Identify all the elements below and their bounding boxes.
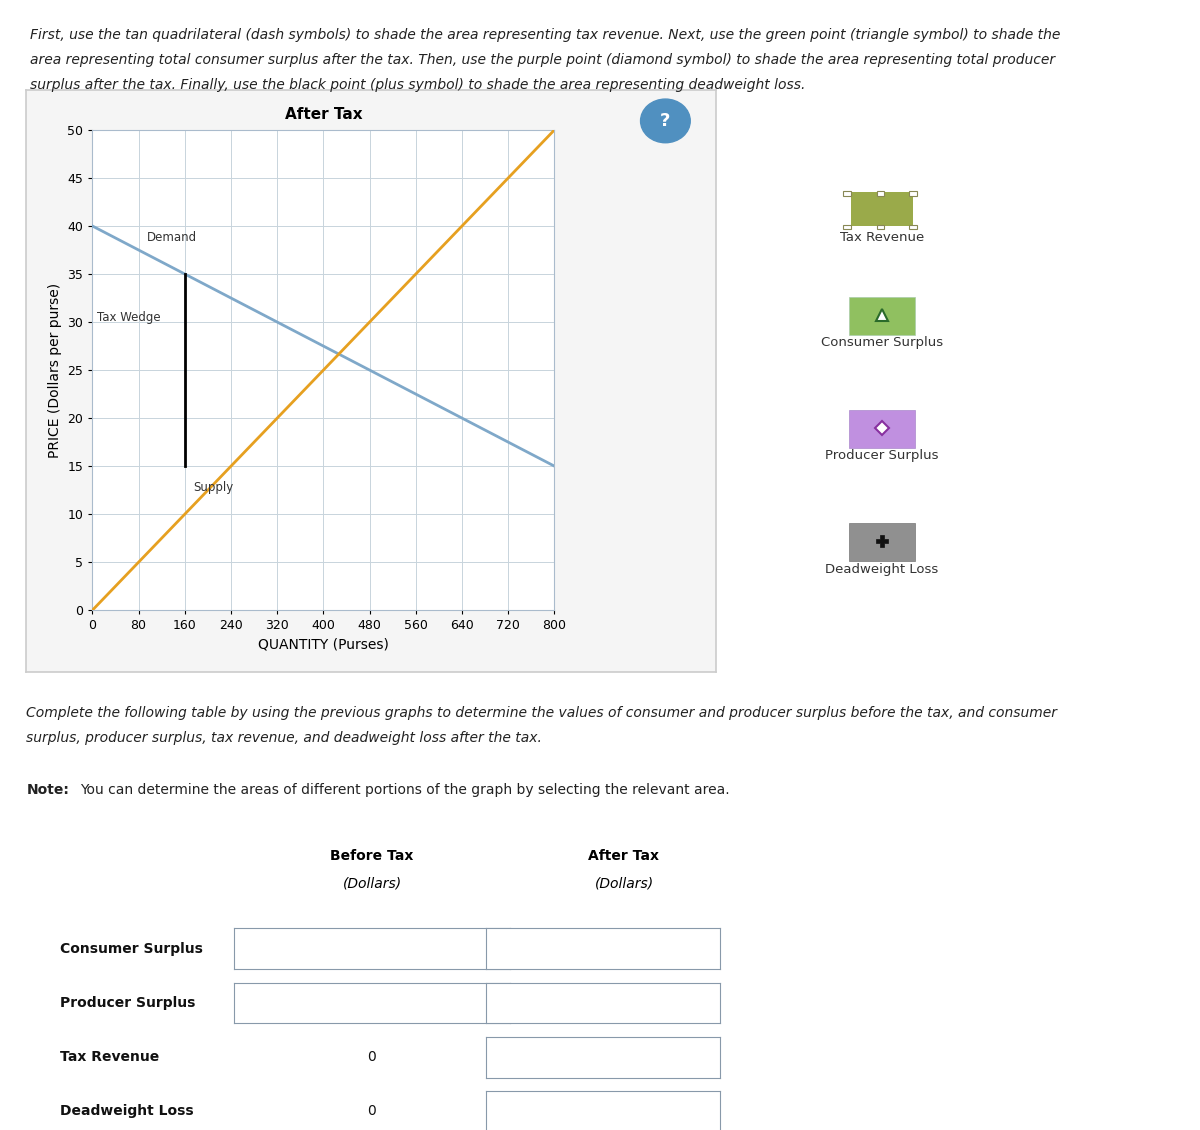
Text: Deadweight Loss: Deadweight Loss (826, 563, 938, 576)
FancyBboxPatch shape (851, 192, 913, 226)
Text: Complete the following table by using the previous graphs to determine the value: Complete the following table by using th… (26, 706, 1057, 720)
Bar (876, 225, 884, 229)
Title: After Tax: After Tax (284, 107, 362, 122)
FancyBboxPatch shape (850, 297, 914, 336)
Circle shape (641, 99, 690, 142)
Text: 0: 0 (367, 1050, 377, 1064)
Text: First, use the tan quadrilateral (dash symbols) to shade the area representing t: First, use the tan quadrilateral (dash s… (30, 28, 1061, 42)
Text: You can determine the areas of different portions of the graph by selecting the : You can determine the areas of different… (80, 783, 730, 797)
Bar (910, 225, 917, 229)
Text: After Tax: After Tax (588, 849, 660, 862)
Text: 0: 0 (367, 1104, 377, 1119)
Text: Consumer Surplus: Consumer Surplus (821, 336, 943, 349)
Text: Tax Revenue: Tax Revenue (60, 1050, 160, 1064)
FancyBboxPatch shape (850, 523, 914, 562)
FancyBboxPatch shape (850, 410, 914, 449)
Bar (842, 191, 851, 197)
Text: Deadweight Loss: Deadweight Loss (60, 1104, 193, 1119)
Text: Producer Surplus: Producer Surplus (826, 449, 938, 462)
Text: Demand: Demand (148, 231, 197, 244)
Text: (Dollars): (Dollars) (594, 877, 654, 890)
Text: surplus, producer surplus, tax revenue, and deadweight loss after the tax.: surplus, producer surplus, tax revenue, … (26, 731, 542, 745)
Text: Note:: Note: (26, 783, 70, 797)
Text: Before Tax: Before Tax (330, 849, 414, 862)
Text: (Dollars): (Dollars) (342, 877, 402, 890)
Text: area representing total consumer surplus after the tax. Then, use the purple poi: area representing total consumer surplus… (30, 53, 1055, 67)
Bar (842, 225, 851, 229)
Text: Producer Surplus: Producer Surplus (60, 996, 196, 1010)
Y-axis label: PRICE (Dollars per purse): PRICE (Dollars per purse) (48, 282, 62, 458)
Text: Tax Wedge: Tax Wedge (97, 311, 161, 324)
Text: ?: ? (660, 112, 671, 130)
Text: Tax Revenue: Tax Revenue (840, 231, 924, 244)
Text: surplus after the tax. Finally, use the black point (plus symbol) to shade the a: surplus after the tax. Finally, use the … (30, 78, 805, 92)
Bar (876, 191, 884, 197)
X-axis label: QUANTITY (Purses): QUANTITY (Purses) (258, 637, 389, 652)
Bar (910, 191, 917, 197)
Text: Supply: Supply (193, 480, 234, 494)
Text: Consumer Surplus: Consumer Surplus (60, 941, 203, 956)
